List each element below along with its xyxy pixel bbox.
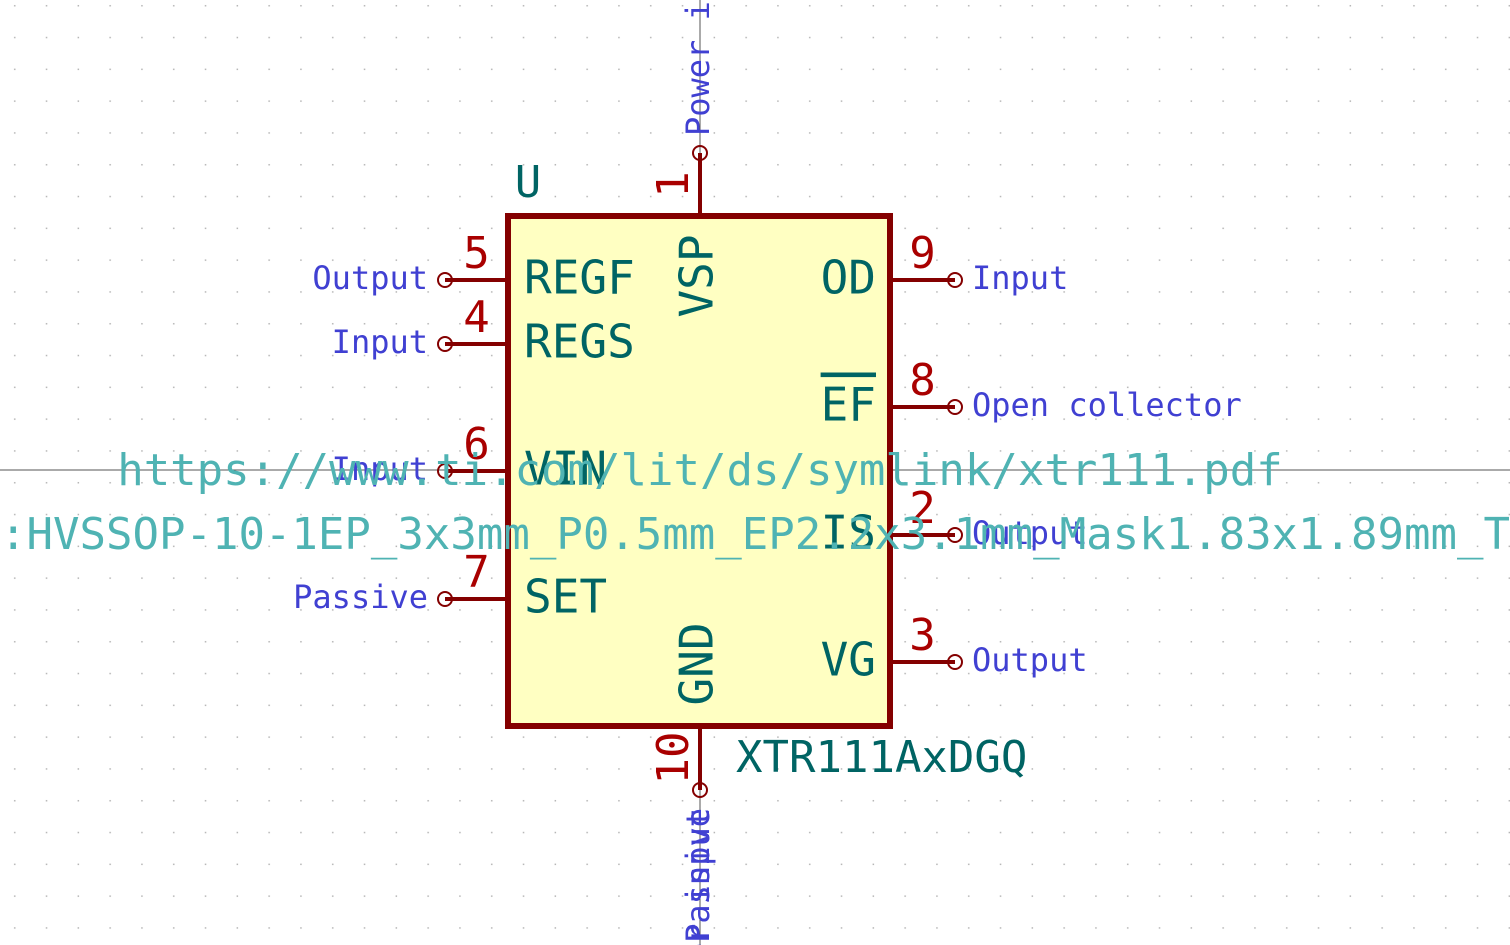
- pin-number: 7: [463, 547, 490, 598]
- pin-type: Input: [972, 259, 1068, 297]
- pins: 1 VSP Power input 5 REGF Output 4 REGS Input 6 VIN…: [293, 0, 1242, 945]
- reference: U: [515, 157, 542, 208]
- pin-end: [692, 782, 708, 798]
- pin-name: VG: [821, 633, 876, 687]
- pin-number: 2: [909, 483, 936, 534]
- pin-type: Output: [972, 514, 1088, 552]
- pin-end: [437, 591, 453, 607]
- pin-end: [437, 272, 453, 288]
- pin-name: VIN: [524, 442, 607, 496]
- pin-type: Power input: [679, 808, 717, 945]
- pin-number: 10: [648, 732, 699, 785]
- pin-name: EF: [821, 378, 876, 432]
- value: XTR111AxDGQ: [736, 732, 1027, 783]
- pin-number: 9: [909, 228, 936, 279]
- pin-number: 3: [909, 610, 936, 661]
- pin-type: Power input: [679, 0, 717, 136]
- pin-type: Output: [972, 641, 1088, 679]
- pin-name: REGS: [524, 315, 635, 369]
- pin-name: IS: [821, 506, 876, 560]
- symbol-body: [505, 213, 893, 729]
- pin-end: [437, 463, 453, 479]
- datasheet: https://www.ti.com/lit/ds/symlink/xtr111…: [117, 445, 1283, 496]
- pin-type: Passive: [293, 578, 428, 616]
- pin-type: Input: [332, 450, 428, 488]
- pin-end: [947, 399, 963, 415]
- pin-end: [692, 145, 708, 161]
- pin-number: 1: [648, 171, 699, 198]
- pin-number: 6: [463, 419, 490, 470]
- pin-name: GND: [670, 622, 724, 705]
- pin-number: 5: [463, 228, 490, 279]
- pin-type: Passive: [679, 808, 717, 943]
- pin-end: [947, 527, 963, 543]
- pin-name: REGF: [524, 251, 635, 305]
- pin-number: 4: [463, 292, 490, 343]
- pin-end: [437, 336, 453, 352]
- pin-number: 8: [909, 355, 936, 406]
- pin-type: Output: [312, 259, 428, 297]
- pin-type: Input: [332, 323, 428, 361]
- pin-name: SET: [524, 570, 607, 624]
- pin-end: [947, 272, 963, 288]
- footprint: Package_SO:HVSSOP-10-1EP_3x3mm_P0.5mm_EP…: [0, 509, 1510, 560]
- pin-type: Open collector: [972, 386, 1242, 424]
- pin-end: [947, 654, 963, 670]
- pin-name: OD: [821, 251, 876, 305]
- pin-name: VSP: [670, 234, 724, 317]
